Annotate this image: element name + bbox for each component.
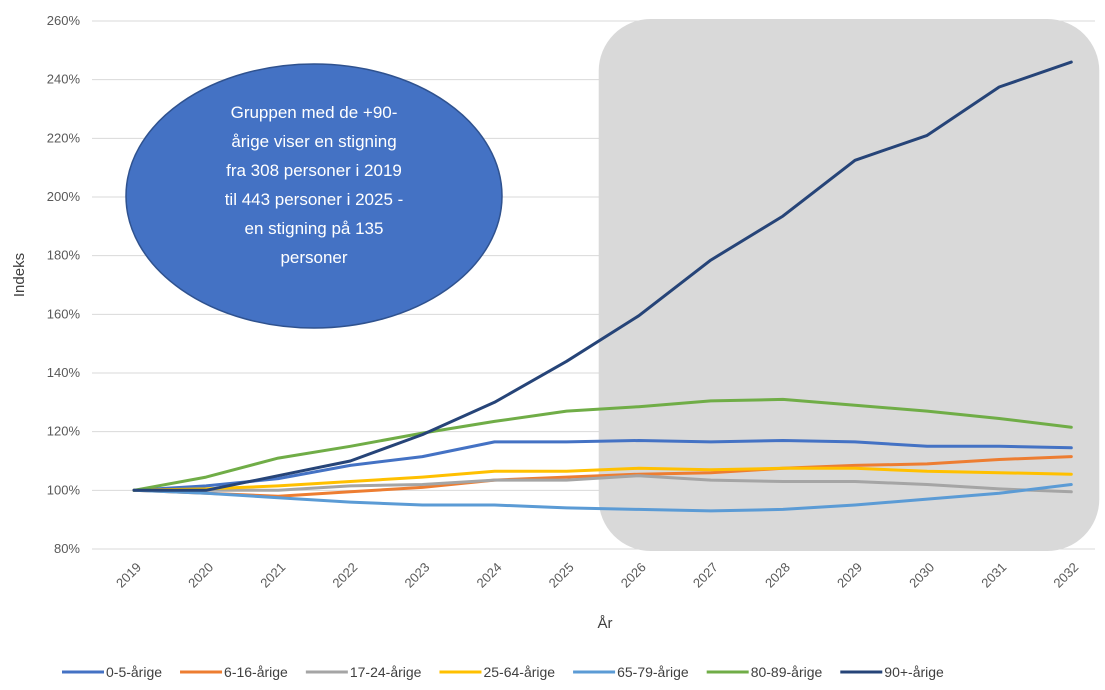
annotation-bubble: Gruppen med de +90- årige viser en stigni… [125, 63, 503, 329]
y-tick-label: 160% [47, 306, 81, 321]
annotation-text-line: til 443 personer i 2025 - [225, 190, 404, 209]
legend-label: 17-24-årige [350, 664, 422, 680]
highlight-region-layer [598, 19, 1100, 551]
x-tick-label: 2029 [834, 560, 865, 591]
x-tick-label: 2023 [401, 560, 432, 591]
legend-label: 80-89-årige [751, 664, 823, 680]
x-tick-label: 2024 [474, 560, 505, 591]
legend-label: 90+-årige [884, 664, 944, 680]
x-axis-ticks: 2019 2020 2021 2022 2023 2024 2025 2026 2027 2028… [113, 560, 1081, 591]
y-tick-label: 260% [47, 13, 81, 28]
x-tick-label: 2030 [906, 560, 937, 591]
x-tick-label: 2026 [618, 560, 649, 591]
series-line [132, 60, 1073, 492]
annotation-text-line: fra 308 personer i 2019 [226, 161, 402, 180]
annotation-text-line: en stigning på 135 [245, 219, 384, 238]
x-tick-label: 2027 [690, 560, 721, 591]
annotation-text-line: årige viser en stigning [231, 132, 396, 151]
x-tick-label: 2019 [113, 560, 144, 591]
legend-label: 65-79-årige [617, 664, 689, 680]
x-axis-title: År [598, 615, 613, 632]
x-tick-label: 2022 [329, 560, 360, 591]
x-tick-label: 2031 [978, 560, 1009, 591]
x-tick-label: 2028 [762, 560, 793, 591]
y-tick-label: 220% [47, 130, 81, 145]
y-tick-label: 180% [47, 248, 81, 263]
series-line [132, 439, 1073, 492]
y-axis-title: Indeks [11, 253, 28, 297]
legend-label: 0-5-årige [106, 664, 162, 680]
annotation-ellipse [125, 63, 503, 329]
series-line [132, 483, 1073, 513]
y-tick-label: 100% [47, 482, 81, 497]
series-lines [132, 60, 1073, 513]
series-line [132, 466, 1073, 492]
legend: 0-5-årige 6-16-årige 17-24-årige 25-64-årig… [62, 664, 944, 680]
series-line [132, 397, 1073, 492]
legend-label: 25-64-årige [483, 664, 555, 680]
y-tick-label: 240% [47, 72, 81, 87]
x-tick-label: 2021 [257, 560, 288, 591]
y-tick-label: 120% [47, 424, 81, 439]
annotation-text-line: Gruppen med de +90- [231, 103, 398, 122]
series-line [132, 455, 1073, 498]
x-tick-label: 2025 [546, 560, 577, 591]
legend-label: 6-16-årige [224, 664, 288, 680]
y-tick-label: 140% [47, 365, 81, 380]
x-tick-label: 2032 [1050, 560, 1081, 591]
x-tick-label: 2020 [185, 560, 216, 591]
series-line [132, 474, 1073, 494]
y-tick-label: 80% [54, 541, 80, 556]
annotation-text-line: personer [280, 248, 347, 267]
y-tick-label: 200% [47, 189, 81, 204]
y-axis-ticks: 80% 100% 120% 140% 160% 180% 200% 220% 240% 260% [47, 13, 81, 556]
highlight-region [598, 19, 1100, 551]
